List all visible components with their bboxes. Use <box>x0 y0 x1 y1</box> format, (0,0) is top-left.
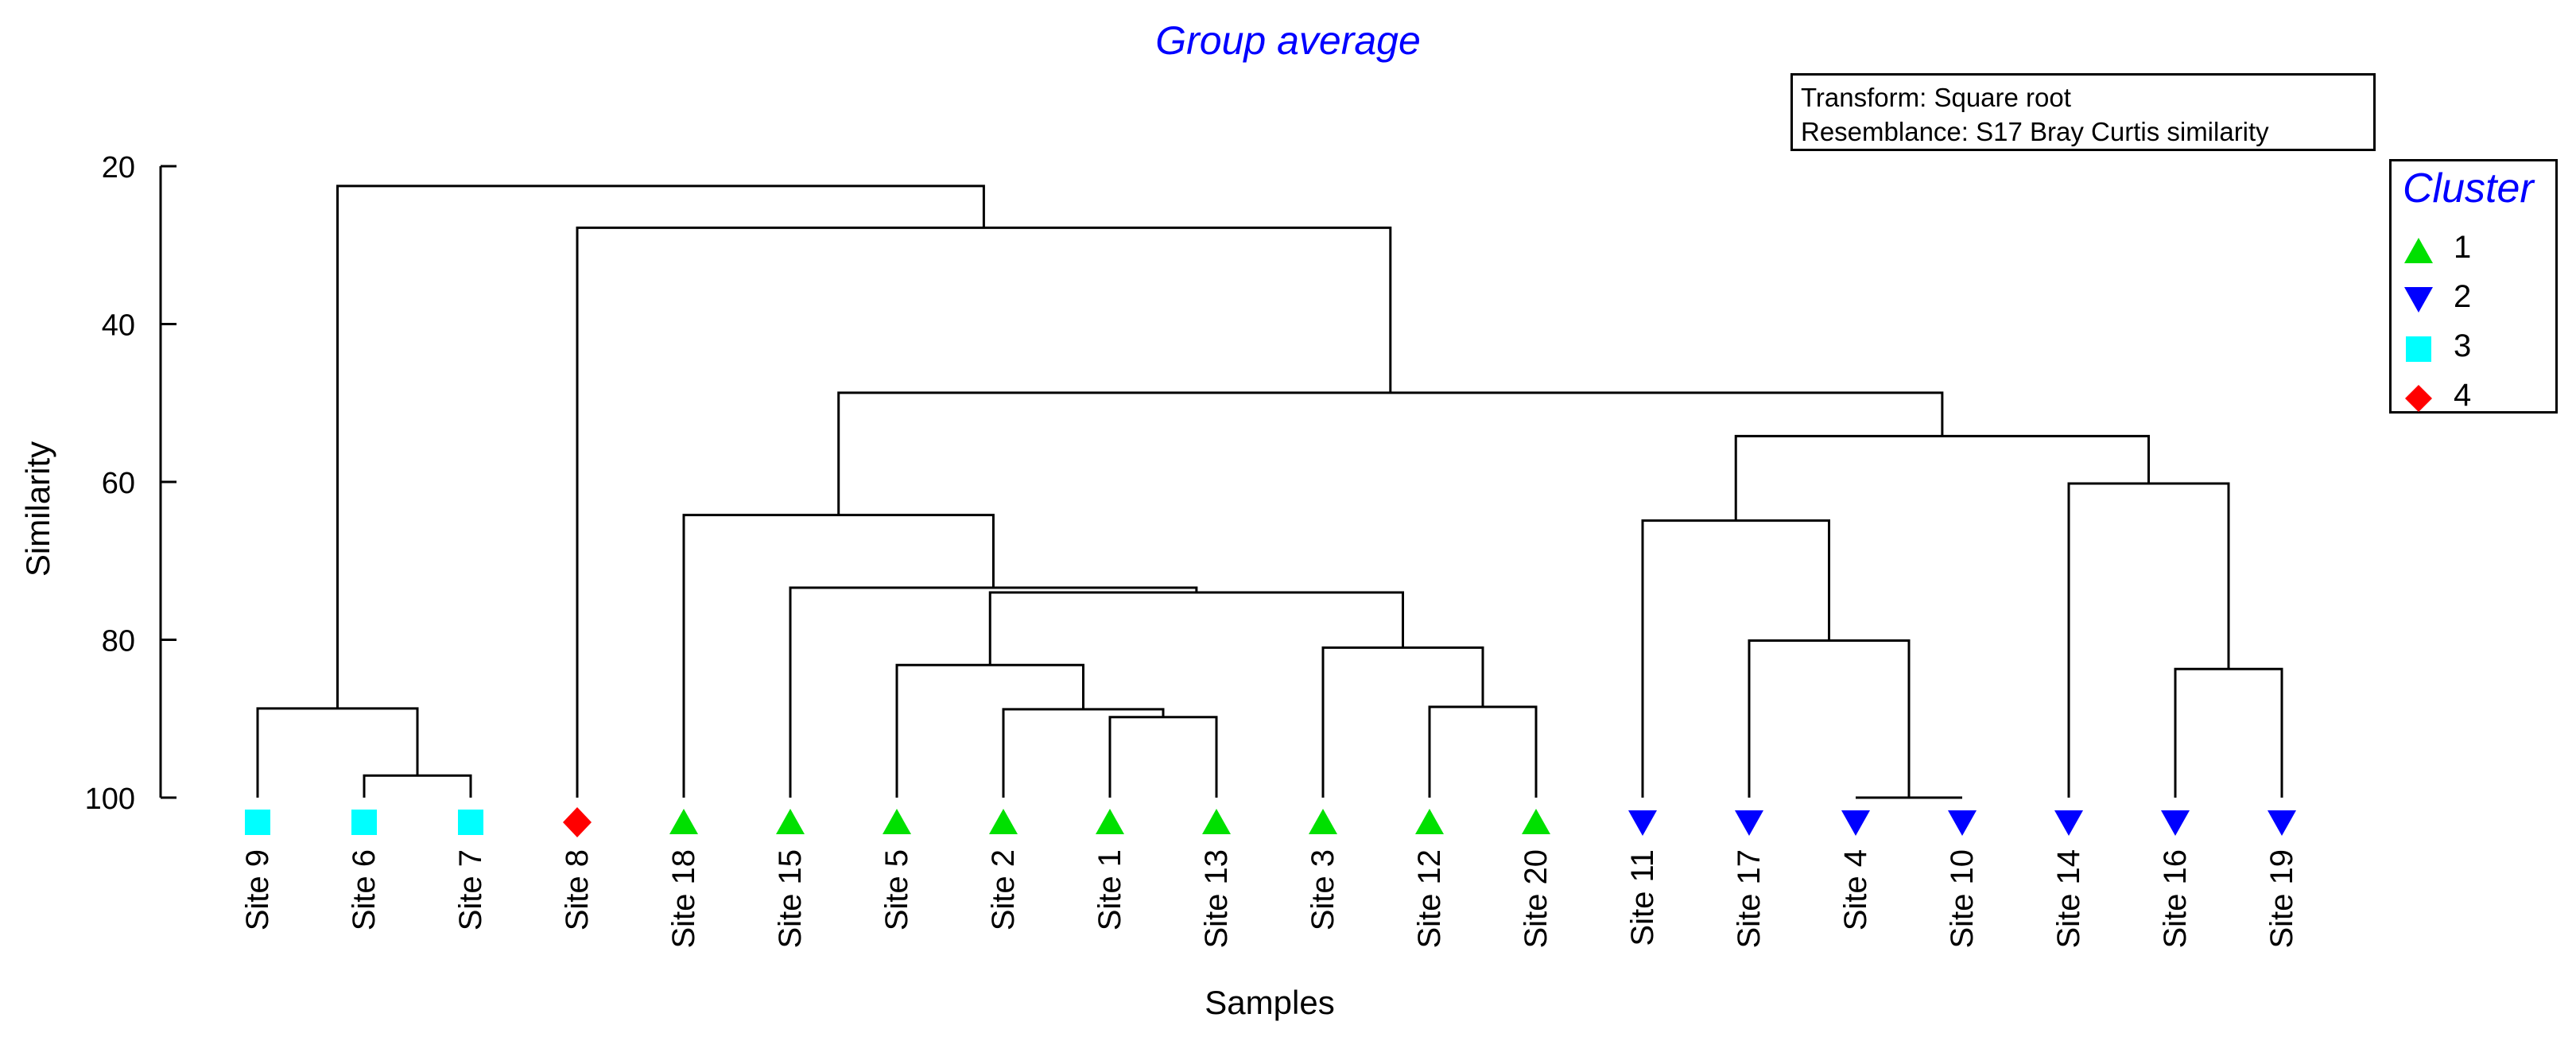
leaf-label: Site 14 <box>2051 849 2086 949</box>
legend-label: 1 <box>2454 230 2472 265</box>
dendrogram-branch <box>837 391 1944 515</box>
dendrogram-branch <box>576 226 1392 798</box>
leaf-marker-triangle-down <box>2054 810 2083 836</box>
leaf-label: Site 15 <box>773 849 808 949</box>
y-tick-label: 20 <box>102 151 135 184</box>
dendrogram-branch <box>789 586 1198 798</box>
leaf-label: Site 11 <box>1625 849 1660 946</box>
leaf-marker-triangle-down <box>1628 810 1657 836</box>
dendrogram-branch <box>682 514 995 798</box>
y-axis-label: Similarity <box>19 441 56 577</box>
dendrogram-branch <box>256 707 419 798</box>
leaf-label: Site 12 <box>1412 849 1447 949</box>
leaf-marker-square <box>351 810 377 835</box>
transform-info-line: Transform: Square root <box>1801 83 2071 112</box>
dendrogram-branch <box>1321 646 1484 798</box>
dendrogram-branch <box>2174 667 2283 798</box>
leaf-label: Site 4 <box>1838 849 1873 930</box>
legend-item-4: 4 <box>2403 375 2554 419</box>
leaf-label: Site 20 <box>1519 849 1554 949</box>
dendrogram-branch <box>895 663 1084 798</box>
leaf-label: Site 17 <box>1732 849 1767 949</box>
leaf-label: Site 6 <box>347 849 382 930</box>
leaf-label: Site 18 <box>666 849 701 949</box>
leaf-label: Site 2 <box>986 849 1021 930</box>
y-tick-label: 40 <box>102 309 135 343</box>
legend-item-2: 2 <box>2403 276 2554 320</box>
leaf-marker-triangle-down <box>1948 810 1977 836</box>
dendrogram-branch <box>1734 434 2150 521</box>
dendrogram-branch <box>363 774 472 798</box>
dendrogram-branch <box>988 591 1404 666</box>
cluster-legend: Cluster 1 2 3 4 <box>2389 159 2558 414</box>
leaf-marker-triangle-down <box>2268 810 2296 836</box>
dendrogram-branch <box>1641 519 1830 798</box>
leaf-label: Site 10 <box>1945 849 1980 949</box>
leaf-marker-triangle-down <box>2161 810 2190 836</box>
legend-label: 2 <box>2454 279 2472 314</box>
dendrogram-branch <box>1002 708 1165 798</box>
leaf-marker-triangle-down <box>1735 810 1763 836</box>
leaf-marker-triangle-up <box>1415 809 1444 834</box>
triangle-down-icon <box>2404 287 2433 313</box>
resemblance-info-line: Resemblance: S17 Bray Curtis similarity <box>1801 117 2269 146</box>
leaf-marker-triangle-down <box>1841 810 1870 836</box>
legend-title: Cluster <box>2403 165 2534 212</box>
dendrogram-branch <box>1428 705 1538 798</box>
y-axis: 20 40 60 80 100 <box>85 151 177 816</box>
leaf-marker-triangle-up <box>1202 809 1231 834</box>
leaf-marker-square <box>458 810 483 835</box>
leaf-marker-diamond <box>563 807 592 837</box>
leaf-label: Site 7 <box>453 849 488 930</box>
leaf-marker-triangle-up <box>776 809 805 834</box>
leaf-label: Site 8 <box>560 849 595 930</box>
leaf-markers <box>245 807 2296 837</box>
leaf-marker-triangle-up <box>669 809 698 834</box>
legend-item-3: 3 <box>2403 325 2554 370</box>
leaf-label: Site 9 <box>240 849 275 930</box>
y-tick-label: 80 <box>102 625 135 658</box>
leaf-labels: Site 9 Site 6 Site 7 Site 8 Site 18 Site 15 Si… <box>240 849 2299 949</box>
dendrogram-branch <box>1108 716 1218 798</box>
leaf-label: Site 19 <box>2264 849 2299 949</box>
leaf-marker-triangle-up <box>1522 809 1550 834</box>
leaf-marker-triangle-up <box>1096 809 1124 834</box>
leaf-marker-triangle-up <box>1309 809 1337 834</box>
legend-label: 4 <box>2454 378 2472 413</box>
leaf-marker-square <box>245 810 270 835</box>
transform-info-box: Transform: Square root Resemblance: S17 … <box>1790 73 2376 151</box>
square-icon <box>2406 336 2431 362</box>
leaf-label: Site 1 <box>1092 849 1127 930</box>
y-tick-label: 60 <box>102 467 135 500</box>
diamond-icon <box>2405 385 2432 412</box>
legend-item-1: 1 <box>2403 227 2554 271</box>
dendrogram-branches <box>256 184 2283 799</box>
dendrogram-branch <box>1748 639 1911 798</box>
y-tick-label: 100 <box>85 783 135 816</box>
leaf-label: Site 13 <box>1199 849 1234 949</box>
leaf-marker-triangle-up <box>883 809 911 834</box>
chart-title: Group average <box>1155 18 1421 63</box>
leaf-label: Site 16 <box>2158 849 2193 949</box>
legend-label: 3 <box>2454 328 2472 363</box>
x-axis-label: Samples <box>1205 984 1334 1021</box>
dendrogram-branch <box>2067 482 2230 798</box>
leaf-label: Site 3 <box>1305 849 1340 930</box>
leaf-label: Site 5 <box>879 849 914 930</box>
triangle-up-icon <box>2404 238 2433 263</box>
leaf-marker-triangle-up <box>989 809 1018 834</box>
dendrogram-branch <box>336 184 985 709</box>
